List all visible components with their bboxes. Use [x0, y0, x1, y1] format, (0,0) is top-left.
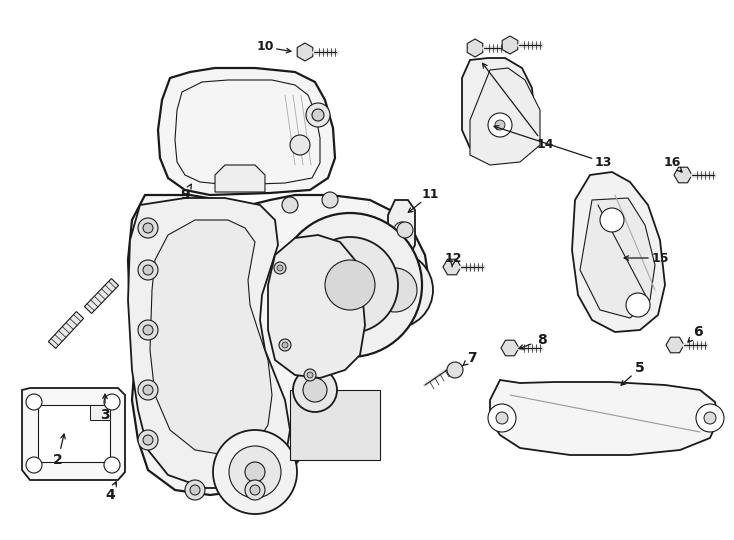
- Circle shape: [104, 457, 120, 473]
- Polygon shape: [502, 36, 517, 54]
- Circle shape: [277, 265, 283, 271]
- Circle shape: [213, 430, 297, 514]
- Circle shape: [229, 446, 281, 498]
- Text: 6: 6: [693, 325, 703, 339]
- Circle shape: [303, 378, 327, 402]
- Text: 8: 8: [537, 333, 547, 347]
- Circle shape: [190, 485, 200, 495]
- Polygon shape: [38, 405, 110, 462]
- Text: 1: 1: [350, 221, 360, 235]
- Polygon shape: [84, 279, 119, 314]
- Polygon shape: [268, 235, 365, 378]
- Circle shape: [143, 325, 153, 335]
- Circle shape: [488, 404, 516, 432]
- Circle shape: [278, 213, 422, 357]
- Polygon shape: [490, 380, 718, 455]
- Circle shape: [143, 223, 153, 233]
- Polygon shape: [158, 68, 335, 195]
- Circle shape: [245, 462, 265, 482]
- Polygon shape: [90, 405, 110, 420]
- Circle shape: [626, 293, 650, 317]
- Text: 11: 11: [421, 188, 439, 201]
- Polygon shape: [290, 390, 380, 460]
- Polygon shape: [462, 58, 535, 158]
- Text: 10: 10: [256, 40, 274, 53]
- Circle shape: [282, 197, 298, 213]
- Circle shape: [26, 394, 42, 410]
- Circle shape: [600, 208, 624, 232]
- Circle shape: [495, 120, 505, 130]
- Circle shape: [325, 260, 375, 310]
- Circle shape: [282, 342, 288, 348]
- Circle shape: [373, 268, 417, 312]
- Circle shape: [279, 339, 291, 351]
- Circle shape: [104, 394, 120, 410]
- Circle shape: [138, 430, 158, 450]
- Text: 12: 12: [444, 252, 462, 265]
- Polygon shape: [22, 388, 125, 480]
- Polygon shape: [580, 198, 655, 318]
- Circle shape: [488, 113, 512, 137]
- Text: 13: 13: [595, 156, 611, 168]
- Circle shape: [138, 218, 158, 238]
- Circle shape: [143, 265, 153, 275]
- Circle shape: [143, 435, 153, 445]
- Polygon shape: [572, 172, 665, 332]
- Circle shape: [357, 252, 433, 328]
- Polygon shape: [666, 337, 684, 353]
- Circle shape: [696, 404, 724, 432]
- Circle shape: [274, 262, 286, 274]
- Circle shape: [290, 135, 310, 155]
- Circle shape: [394, 222, 410, 238]
- Text: 9: 9: [180, 188, 190, 202]
- Polygon shape: [128, 198, 290, 488]
- Circle shape: [312, 109, 324, 121]
- Polygon shape: [443, 259, 461, 275]
- Text: 7: 7: [467, 351, 477, 365]
- Text: 2: 2: [53, 453, 63, 467]
- Polygon shape: [48, 312, 84, 348]
- Circle shape: [138, 320, 158, 340]
- Circle shape: [306, 103, 330, 127]
- Text: 5: 5: [635, 361, 645, 375]
- Circle shape: [397, 222, 413, 238]
- Text: 4: 4: [105, 488, 115, 502]
- Circle shape: [302, 237, 398, 333]
- Text: 3: 3: [100, 408, 110, 422]
- Polygon shape: [388, 200, 415, 260]
- Circle shape: [447, 362, 463, 378]
- Circle shape: [245, 480, 265, 500]
- Circle shape: [307, 372, 313, 378]
- Text: 16: 16: [664, 156, 680, 168]
- Circle shape: [322, 192, 338, 208]
- Text: 15: 15: [651, 252, 669, 265]
- Polygon shape: [215, 165, 265, 192]
- Polygon shape: [674, 167, 692, 183]
- Circle shape: [304, 369, 316, 381]
- Text: 14: 14: [537, 138, 553, 152]
- Circle shape: [138, 260, 158, 280]
- Circle shape: [704, 412, 716, 424]
- Circle shape: [496, 412, 508, 424]
- Polygon shape: [150, 220, 272, 455]
- Circle shape: [138, 380, 158, 400]
- Polygon shape: [128, 195, 428, 495]
- Circle shape: [250, 485, 260, 495]
- Polygon shape: [297, 43, 313, 61]
- Circle shape: [26, 457, 42, 473]
- Circle shape: [293, 368, 337, 412]
- Circle shape: [143, 385, 153, 395]
- Polygon shape: [470, 68, 540, 165]
- Polygon shape: [501, 340, 519, 356]
- Polygon shape: [468, 39, 483, 57]
- Circle shape: [185, 480, 205, 500]
